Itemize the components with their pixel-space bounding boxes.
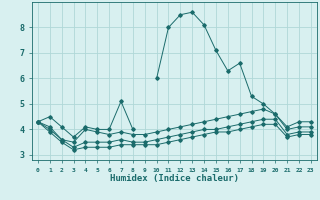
X-axis label: Humidex (Indice chaleur): Humidex (Indice chaleur) bbox=[110, 174, 239, 183]
